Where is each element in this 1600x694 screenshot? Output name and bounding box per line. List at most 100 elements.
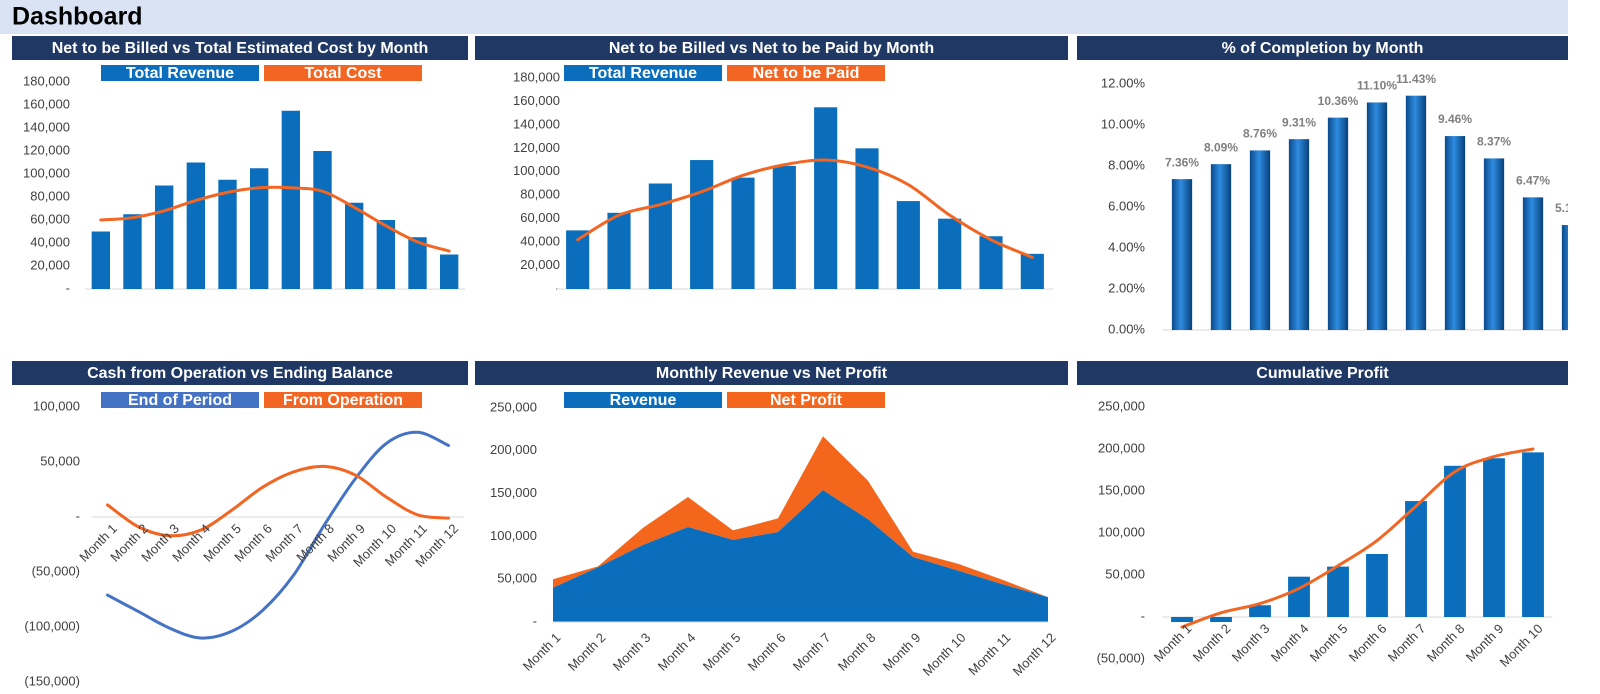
y-tick-label: 200,000 [1098, 440, 1145, 455]
legend-label: Net Profit [770, 392, 843, 409]
bar [249, 168, 269, 289]
value-label: 9.46% [1438, 112, 1472, 126]
panel-title: % of Completion by Month [1222, 40, 1424, 57]
y-tick-label: 10.00% [1101, 116, 1146, 131]
x-tick-label: Month 1 [1151, 621, 1195, 665]
value-label: 11.10% [1357, 79, 1397, 93]
legend-swatch [264, 65, 422, 81]
y-tick-label: 180,000 [513, 69, 560, 84]
bar [1171, 179, 1193, 330]
value-label: 10.36% [1318, 94, 1359, 108]
legend-label: From Operation [283, 392, 403, 409]
y-tick-label: 50,000 [497, 571, 537, 586]
chart-panel: Monthly Revenue vs Net Profit - 50,000 100,… [475, 361, 1068, 679]
value-label: 6.47% [1516, 174, 1550, 188]
y-tick-label: 140,000 [23, 119, 70, 134]
area [553, 436, 1048, 598]
legend-swatch [564, 65, 722, 81]
legend-label: Total Revenue [589, 65, 697, 82]
bar [1288, 576, 1310, 617]
y-tick-label: 250,000 [490, 399, 537, 414]
y-tick-label: - [533, 613, 537, 628]
x-tick-label: Month 9 [880, 630, 924, 674]
y-tick-label: 50,000 [40, 453, 80, 468]
bar [896, 201, 920, 289]
bar [1483, 458, 1505, 617]
panel-title: Net to be Billed vs Net to be Paid by Mo… [609, 40, 934, 57]
bar [1522, 197, 1544, 330]
x-tick-label: Month 5 [700, 630, 744, 674]
chart-panel: Net to be Billed vs Net to be Paid by Mo… [475, 36, 1068, 295]
legend-label: Total Cost [304, 65, 382, 82]
legend-swatch [101, 65, 259, 81]
bar [1444, 465, 1466, 617]
x-tick-label: Month 3 [610, 630, 654, 674]
chart-panel: Net to be Billed vs Total Estimated Cost… [12, 36, 468, 295]
bar [566, 230, 590, 289]
x-tick-label: Month 2 [1190, 621, 1234, 665]
y-tick-label: 100,000 [23, 165, 70, 180]
y-tick-label: 150,000 [1098, 482, 1145, 497]
y-tick-label: 50,000 [1105, 566, 1145, 581]
x-tick-label: Month 10 [1497, 621, 1546, 670]
value-label: 5.12% [1555, 201, 1589, 215]
bar [607, 212, 631, 289]
bar [1561, 225, 1568, 330]
bar [1288, 139, 1310, 330]
panel-title: Monthly Revenue vs Net Profit [656, 365, 888, 382]
legend-swatch [727, 392, 885, 408]
panel-title: Net to be Billed vs Total Estimated Cost… [52, 40, 429, 57]
y-tick-label: 2.00% [1108, 280, 1145, 295]
legend-swatch [727, 65, 885, 81]
panel-title-bar [475, 36, 1068, 60]
line [106, 430, 450, 640]
value-label: 9.31% [1282, 115, 1316, 129]
line [1180, 447, 1535, 629]
chart-panel: % of Completion by Month 0.00% 2.00% 4.00% 6… [1077, 36, 1589, 336]
panel-title-bar [12, 361, 468, 385]
bar [1366, 554, 1388, 617]
legend-swatch [264, 392, 422, 408]
bar [1405, 95, 1427, 330]
bar [772, 165, 796, 289]
y-tick-label: 160,000 [23, 96, 70, 111]
panel-title-bar [12, 36, 468, 60]
bar [1405, 501, 1427, 617]
x-tick-label: Month 8 [835, 630, 879, 674]
x-tick-label: Month 4 [1268, 621, 1312, 665]
y-tick-label: (50,000) [32, 563, 80, 578]
y-tick-label: 120,000 [23, 142, 70, 157]
y-tick-label: (150,000) [24, 673, 80, 688]
y-tick-label: 250,000 [1098, 398, 1145, 413]
bar [1210, 617, 1232, 623]
y-tick-label: - [1141, 608, 1145, 623]
bar [1366, 102, 1388, 330]
y-tick-label: (100,000) [24, 618, 80, 633]
y-tick-label: 60,000 [30, 211, 70, 226]
bar [376, 220, 396, 289]
y-tick-label: 20,000 [30, 257, 70, 272]
bar [281, 110, 301, 289]
line [576, 158, 1034, 259]
value-label: 8.09% [1204, 140, 1238, 154]
bar [1249, 605, 1271, 617]
bar [1210, 164, 1232, 330]
legend-label: Revenue [610, 392, 677, 409]
bar [1522, 452, 1544, 617]
y-tick-label: 100,000 [1098, 524, 1145, 539]
bar [439, 254, 459, 289]
y-tick-label: 12.00% [1101, 75, 1146, 90]
y-tick-label: 100,000 [513, 163, 560, 178]
y-tick-label: 160,000 [513, 93, 560, 108]
x-tick-label: Month 4 [655, 630, 699, 674]
x-tick-label: Month 2 [565, 630, 609, 674]
panel-title-bar [1077, 36, 1568, 60]
x-tick-label: Month 10 [920, 630, 969, 679]
charts: Net to be Billed vs Total Estimated Cost… [12, 36, 1589, 688]
value-label: 8.37% [1477, 135, 1511, 149]
bar [154, 185, 174, 289]
x-tick-label: Month 5 [1307, 621, 1351, 665]
y-tick-label: (50,000) [1097, 650, 1145, 665]
bar [1483, 158, 1505, 330]
